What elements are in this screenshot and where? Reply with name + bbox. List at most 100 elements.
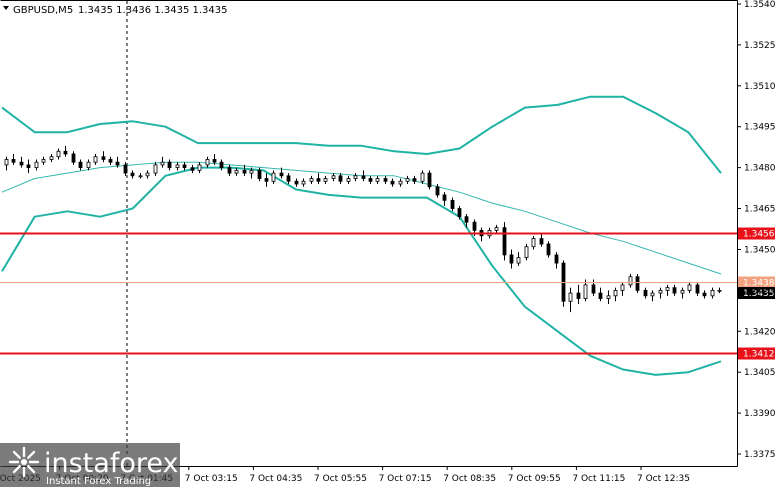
candle-body bbox=[249, 169, 254, 174]
candle-body bbox=[509, 254, 514, 264]
candle bbox=[710, 287, 715, 299]
candle-body bbox=[710, 289, 715, 297]
candle bbox=[115, 156, 120, 168]
candle bbox=[56, 148, 61, 160]
price-line-label-bg bbox=[738, 276, 775, 289]
candle-body bbox=[680, 289, 685, 294]
candle bbox=[160, 156, 165, 168]
candle-body bbox=[108, 159, 113, 163]
candle bbox=[101, 151, 106, 163]
candle-body bbox=[717, 289, 722, 292]
time-tick-label: 7 Oct 05:55 bbox=[314, 474, 367, 484]
candle-body bbox=[442, 194, 447, 201]
candle-body bbox=[554, 254, 559, 264]
candle bbox=[620, 282, 625, 296]
candle bbox=[271, 170, 276, 184]
candle bbox=[568, 287, 573, 313]
candle bbox=[11, 154, 16, 165]
candle bbox=[264, 173, 269, 187]
candle bbox=[63, 145, 68, 157]
candle bbox=[316, 173, 321, 184]
candle bbox=[546, 241, 551, 258]
candle-body bbox=[494, 227, 499, 231]
time-tick-label: 7 Oct 04:35 bbox=[249, 474, 302, 484]
candle bbox=[338, 173, 343, 184]
price-tick-label: 1.3375 bbox=[744, 450, 776, 460]
candle bbox=[153, 162, 158, 176]
candle-body bbox=[568, 292, 573, 302]
candle-body bbox=[583, 284, 588, 299]
candle-body bbox=[420, 172, 425, 182]
candle-body bbox=[643, 289, 648, 297]
candle-body bbox=[472, 221, 477, 231]
candle-body bbox=[41, 159, 46, 163]
candle bbox=[331, 173, 336, 182]
candle bbox=[650, 290, 655, 302]
price-tick-label: 1.3510 bbox=[744, 82, 776, 92]
candle-body bbox=[175, 164, 180, 169]
candle-body bbox=[628, 276, 633, 286]
candle-body bbox=[316, 178, 321, 182]
candle bbox=[286, 173, 291, 184]
time-tick-label: 7 Oct 03:15 bbox=[185, 474, 238, 484]
candle bbox=[405, 175, 410, 184]
candle-body bbox=[257, 169, 262, 179]
candle-body bbox=[227, 167, 232, 174]
candle bbox=[301, 178, 306, 187]
candle bbox=[383, 175, 388, 184]
candle bbox=[205, 156, 210, 168]
candle-body bbox=[635, 276, 640, 291]
candle-body bbox=[368, 178, 373, 182]
candle bbox=[249, 167, 254, 179]
candle bbox=[86, 159, 91, 171]
candle bbox=[227, 164, 232, 176]
candle-body bbox=[695, 284, 700, 294]
candle bbox=[108, 156, 113, 165]
candle bbox=[576, 284, 581, 304]
candle-body bbox=[591, 284, 596, 294]
dropdown-triangle-icon[interactable] bbox=[3, 6, 9, 10]
candle bbox=[509, 249, 514, 269]
candle-body bbox=[212, 159, 217, 163]
candle bbox=[353, 173, 358, 182]
time-tick-label: 7 Oct 12:35 bbox=[637, 474, 690, 484]
candle bbox=[687, 282, 692, 294]
candle-body bbox=[405, 178, 410, 182]
indicator-lines bbox=[1, 95, 722, 376]
candle-body bbox=[450, 199, 455, 209]
candle-body bbox=[353, 175, 358, 179]
candle-body bbox=[205, 159, 210, 166]
candle-body bbox=[331, 175, 336, 179]
candle-body bbox=[63, 150, 68, 155]
price-tick-label: 1.3390 bbox=[744, 409, 776, 419]
candle bbox=[78, 159, 83, 171]
candle-body bbox=[598, 292, 603, 299]
candle-body bbox=[301, 180, 306, 185]
candle-body bbox=[78, 161, 83, 169]
candle bbox=[628, 274, 633, 288]
candle bbox=[212, 154, 217, 165]
candle bbox=[583, 279, 588, 302]
candle bbox=[516, 252, 521, 266]
candle bbox=[123, 162, 128, 176]
candle-body bbox=[346, 178, 351, 182]
candle bbox=[539, 233, 544, 247]
candle-body bbox=[264, 178, 269, 182]
candle-body bbox=[219, 161, 224, 169]
price-line-label: 1.3438 bbox=[743, 279, 775, 289]
candle-body bbox=[576, 292, 581, 299]
candle-body bbox=[464, 216, 469, 223]
candle-body bbox=[516, 257, 521, 264]
candle-body bbox=[115, 161, 120, 166]
candle-body bbox=[279, 172, 284, 177]
candle-body bbox=[606, 295, 611, 299]
candle bbox=[130, 170, 135, 179]
candle-body bbox=[658, 289, 663, 294]
candle bbox=[167, 159, 172, 171]
candle bbox=[494, 224, 499, 234]
quote-label: 1.3435 1.3436 1.3435 1.3435 bbox=[78, 5, 228, 16]
candle-body bbox=[390, 180, 395, 185]
